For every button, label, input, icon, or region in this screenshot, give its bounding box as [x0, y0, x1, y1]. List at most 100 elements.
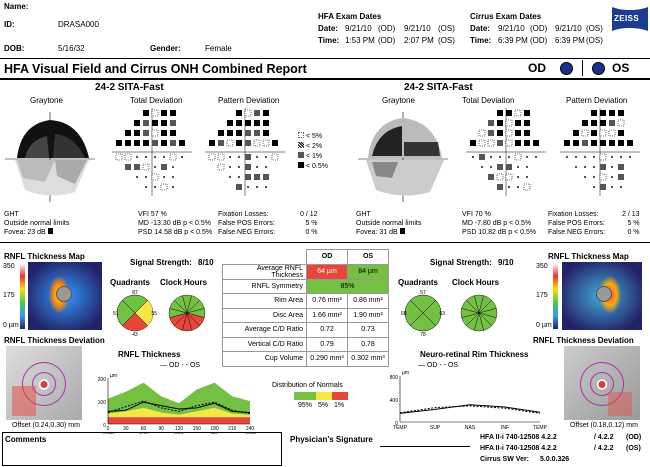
- od-pattern-dev-plot: [205, 108, 285, 196]
- od-psd: PSD 14.58 dB p < 0.5%: [138, 229, 213, 236]
- deviation-symbol: [170, 140, 176, 146]
- os-map-scale-mid: 175: [536, 292, 548, 299]
- col-od-header: OD: [306, 249, 348, 265]
- cirrus-od-tag-2: (OD): [530, 36, 548, 45]
- os-test-name: 24-2 SITA-Fast: [404, 82, 473, 93]
- os-map-scale-top: 350: [536, 263, 548, 270]
- deviation-symbol: [245, 154, 251, 160]
- deviation-symbol: [263, 174, 269, 180]
- eye-os-label: OS: [612, 61, 630, 75]
- deviation-symbol: [593, 166, 595, 168]
- deviation-symbol: [524, 120, 530, 126]
- deviation-symbol: [142, 163, 150, 171]
- od-md: MD -13.30 dB p < 0.5%: [138, 220, 211, 227]
- deviation-symbol: [151, 129, 159, 137]
- row-label-avg-cd: Average C/D Ratio: [222, 322, 307, 338]
- cell-os-vert-cd: 0.78: [347, 336, 389, 352]
- deviation-symbol: [593, 156, 595, 158]
- deviation-symbol: [533, 140, 539, 146]
- deviation-symbol: [618, 174, 624, 180]
- deviation-symbol: [584, 156, 586, 158]
- deviation-symbol: [526, 176, 528, 178]
- row-label-avg-rnfl: Average RNFL Thickness: [222, 263, 307, 280]
- cell-os-disc-area: 1.90 mm²: [347, 307, 389, 323]
- os-indices: VFI 70 % MD -7.80 dB p < 0.5% PSD 10.82 …: [462, 210, 536, 237]
- x-tick: 240: [246, 426, 255, 432]
- od-fpos-label: False POS Errors:: [218, 220, 275, 227]
- deviation-symbol: [599, 153, 607, 161]
- deviation-symbol: [488, 120, 494, 126]
- deviation-symbol: [245, 120, 251, 126]
- os-offset: Offset (0.18,0.12) mm: [570, 422, 638, 429]
- gender-label: Gender:: [150, 44, 181, 53]
- deviation-symbol: [254, 110, 260, 116]
- os-fovea: Fovea: 31 dB: [356, 229, 398, 236]
- x-tick: 180: [210, 426, 219, 432]
- zeiss-logo-text: ZEISS: [614, 14, 640, 23]
- x-label: INF: [501, 425, 509, 431]
- deviation-symbol: [151, 173, 159, 181]
- row-label-symmetry: RNFL Symmetry: [222, 278, 307, 294]
- deviation-symbol: [599, 129, 607, 137]
- report-title: HFA Visual Field and Cirrus ONH Combined…: [4, 62, 307, 76]
- hfa2-eye: (OS): [626, 445, 641, 452]
- deviation-symbol: [497, 120, 503, 126]
- od-fneg-label: False NEG Errors:: [218, 229, 276, 236]
- band-green: [108, 382, 250, 415]
- od-color-scale: [20, 263, 25, 329]
- od-quad-t: 51: [113, 311, 119, 317]
- deviation-symbol: [263, 130, 269, 136]
- os-fneg-label: False NEG Errors:: [548, 229, 606, 236]
- os-ght-block: GHT Outside normal limits Fovea: 31 dB: [356, 210, 421, 237]
- deviation-symbol: [256, 156, 258, 158]
- patient-dob: 5/16/32: [58, 44, 85, 53]
- od-total-dev-plot: [112, 108, 192, 196]
- x-tick: 60: [141, 426, 147, 432]
- deviation-symbol: [488, 130, 494, 136]
- deviation-symbol: [575, 156, 577, 158]
- deviation-symbol: [116, 140, 122, 146]
- deviation-symbol: [151, 109, 159, 117]
- os-ght-value: Outside normal limits: [356, 220, 422, 227]
- probability-legend: < 5% < 2% < 1% < 0.5%: [298, 132, 328, 172]
- legend-p05: < 0.5%: [305, 163, 328, 170]
- deviation-symbol: [265, 166, 267, 168]
- hfa-os-tag: (OS): [438, 24, 455, 33]
- cell-od-cup-volume: 0.290 mm³: [306, 351, 348, 367]
- x-tick: 30: [123, 426, 129, 432]
- y-unit: µm: [110, 373, 117, 379]
- dob-label: DOB:: [4, 44, 25, 53]
- cell-os-avg-cd: 0.73: [347, 322, 389, 338]
- y-tick: 400: [390, 398, 399, 404]
- od-map-scale-top: 350: [3, 263, 15, 270]
- od-signal-value: 8/10: [198, 258, 214, 267]
- clock-hour-sector: [465, 295, 480, 314]
- deviation-symbol: [263, 120, 269, 126]
- deviation-symbol: [227, 130, 233, 136]
- deviation-symbol: [170, 120, 176, 126]
- od-rnfl-map-title: RNFL Thickness Map: [4, 252, 85, 261]
- series-od: [399, 404, 541, 414]
- deviation-symbol: [115, 153, 123, 161]
- deviation-symbol: [236, 120, 242, 126]
- deviation-symbol: [582, 140, 588, 146]
- comments-box[interactable]: [2, 432, 282, 466]
- od-vfi: VFI 57 %: [138, 211, 167, 218]
- deviation-symbol: [470, 140, 476, 146]
- deviation-symbol: [161, 164, 167, 170]
- cirrus-os-tag: (OS): [586, 24, 603, 33]
- os-fpos-label: False POS Errors:: [548, 220, 605, 227]
- deviation-symbol: [620, 186, 622, 188]
- deviation-symbol: [236, 110, 242, 116]
- hfa1-eye: (OD): [626, 434, 642, 441]
- nrim-legend: — OD - - OS: [418, 362, 459, 369]
- cell-symmetry: 85%: [306, 278, 389, 294]
- cell-od-rim-area: 0.76 mm²: [306, 293, 348, 309]
- os-color-scale: [553, 263, 558, 329]
- od-fix-value: 0 / 12: [300, 211, 318, 218]
- deviation-symbol: [566, 156, 568, 158]
- hfa-time-label: Time:: [318, 36, 340, 45]
- deviation-symbol: [497, 140, 503, 146]
- nrim-legend-os: OS: [447, 362, 459, 369]
